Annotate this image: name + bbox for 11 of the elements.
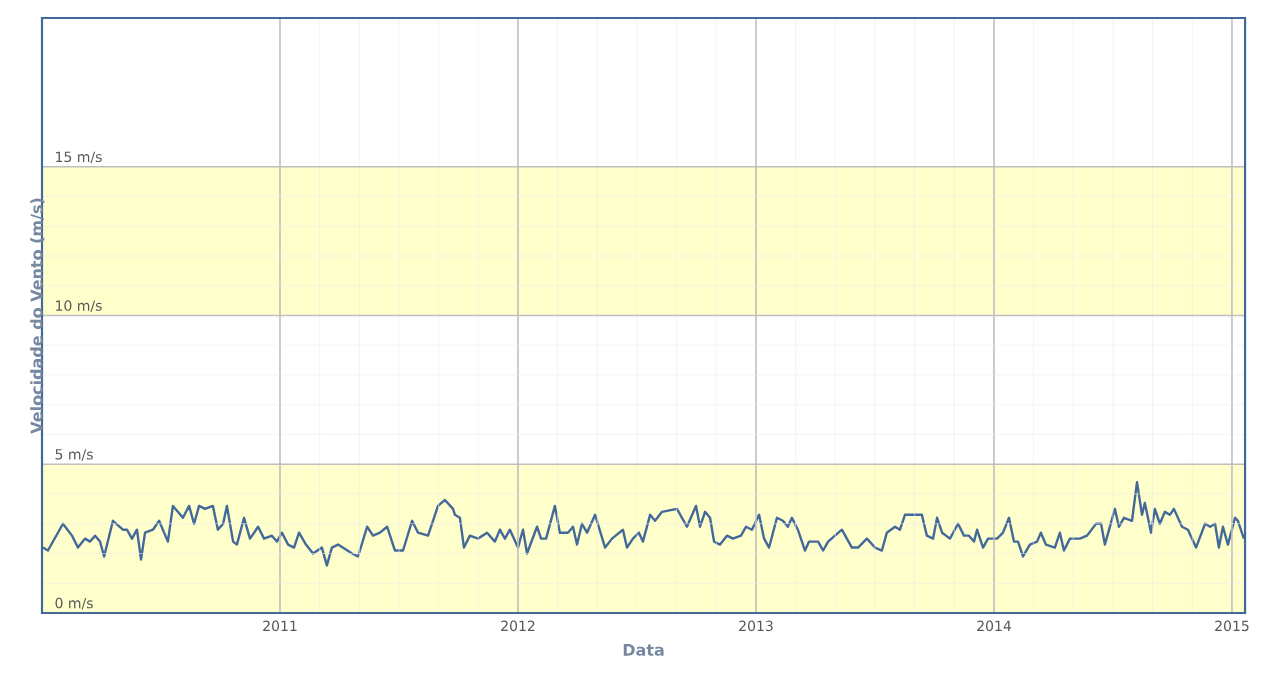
x-tick-label: 2011 xyxy=(263,620,297,632)
x-tick-label: 2014 xyxy=(977,620,1011,632)
x-tick-label: 2012 xyxy=(501,620,535,632)
y-tick-label: 15 m/s xyxy=(56,151,102,164)
x-tick-label: 2013 xyxy=(739,620,773,632)
y-tick-label: 10 m/s xyxy=(56,300,102,312)
y-tick-label: 5 m/s xyxy=(55,449,93,461)
x-axis-title: Data xyxy=(623,643,664,656)
x-tick-label: 2015 xyxy=(1215,620,1249,632)
y-tick-label: 0 m/s xyxy=(55,597,93,610)
y-axis-title: Velocidade do Vento (m/s) xyxy=(30,198,45,434)
